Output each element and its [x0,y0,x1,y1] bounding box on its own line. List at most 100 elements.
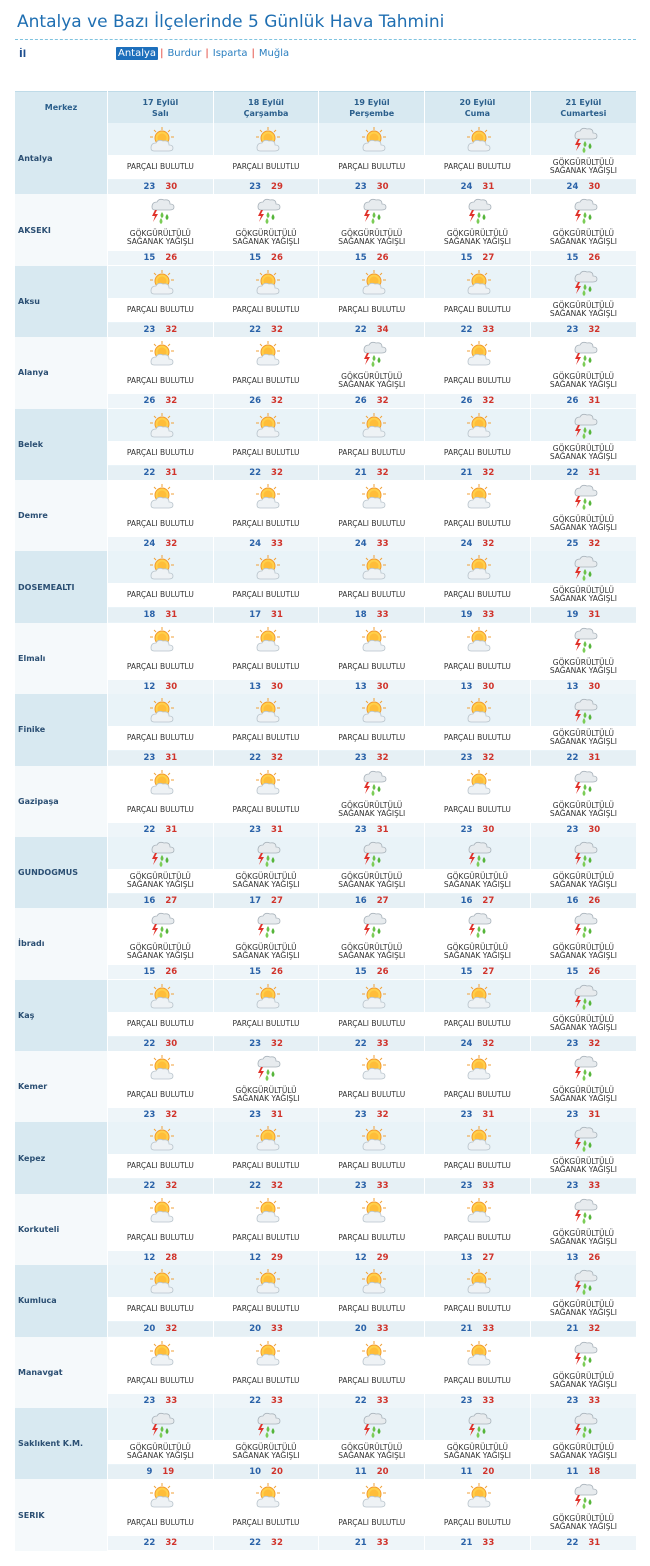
forecast-cell: PARÇALI BULUTLU 26 32 [213,337,320,409]
forecast-cell-content: PARÇALI BULUTLU 24 32 [425,980,530,1051]
temperature-range: 26 32 [319,394,425,409]
condition-band: PARÇALI BULUTLU [425,440,530,465]
city-name[interactable]: GUNDOGMUS [15,836,108,909]
condition-line: GÖKGÜRÜLTÜLÜ [552,514,614,524]
province-link-antalya[interactable]: Antalya [116,47,159,60]
condition-text: GÖKGÜRÜLTÜLÜ SAĞANAK YAĞIŞLI [127,1444,194,1460]
city-name[interactable]: Kaş [15,979,108,1052]
temperature-range: 22 32 [213,465,319,480]
temperature-range: 22 33 [425,322,530,337]
province-link-isparta[interactable]: Isparta [212,48,248,59]
condition-line: PARÇALI BULUTLU [232,1304,300,1314]
condition-text: PARÇALI BULUTLU [127,448,194,457]
condition-band: PARÇALI BULUTLU [425,654,530,679]
forecast-cell: GÖKGÜRÜLTÜLÜ SAĞANAK YAĞIŞLI 15 26 [318,908,426,980]
condition-line: GÖKGÜRÜLTÜLÜ [552,1371,614,1381]
condition-band: PARÇALI BULUTLU [425,726,530,751]
temperature-range: 23 32 [530,1036,636,1051]
thunder-shower-icon [531,1411,636,1439]
city-name[interactable]: Alanya [15,337,108,409]
temperature-range: 24 32 [425,1036,530,1051]
province-link-burdur[interactable]: Burdur [167,48,202,59]
city-name[interactable]: Saklıkent K.M. [15,1408,108,1480]
city-name[interactable]: Belek [15,408,108,480]
temperature-range: 24 30 [530,180,636,194]
condition-text: PARÇALI BULUTLU [127,1162,194,1170]
city-name[interactable]: Demre [15,479,108,552]
condition-text: GÖKGÜRÜLTÜLÜ SAĞANAK YAĞIŞLI [550,1515,617,1531]
max-temperature: 33 [376,1038,389,1049]
min-temperature: 23 [354,1181,367,1192]
min-temperature: 17 [249,610,262,621]
condition-band: PARÇALI BULUTLU [213,511,319,536]
condition-text: GÖKGÜRÜLTÜLÜ SAĞANAK YAĞIŞLI [550,444,617,461]
city-name[interactable]: Aksu [15,265,108,338]
max-temperature: 32 [165,538,178,549]
city-name[interactable]: Antalya [15,123,108,195]
max-temperature: 18 [588,1467,601,1478]
min-temperature: 23 [249,824,262,835]
temperature-range: 23 31 [108,751,213,766]
thunder-shower-icon [319,1411,424,1439]
city-name[interactable]: Korkuteli [15,1193,108,1266]
forecast-cell-content: GÖKGÜRÜLTÜLÜ SAĞANAK YAĞIŞLI 15 26 [108,908,213,980]
condition-line: PARÇALI BULUTLU [126,518,194,528]
condition-line: PARÇALI BULUTLU [338,733,406,743]
partly-cloudy-icon [214,1268,319,1296]
table-row: Gazipaşa PARÇALI BULUTLU 22 31 PARÇALI BULUT… [15,765,636,837]
forecast-cell-content: GÖKGÜRÜLTÜLÜ SAĞANAK YAĞIŞLI 16 27 [425,837,530,908]
max-temperature: 32 [271,1038,283,1049]
city-name[interactable]: Kumluca [15,1265,108,1337]
province-separator: | [160,48,164,59]
max-temperature: 33 [271,1395,283,1406]
city-name[interactable]: İbradı [15,908,108,980]
province-link-mugla[interactable]: Muğla [258,48,290,59]
city-name[interactable]: Kemer [15,1051,108,1123]
forecast-cell: PARÇALI BULUTLU 22 32 [213,265,320,338]
city-name[interactable]: SERIK [15,1479,108,1551]
condition-line: PARÇALI BULUTLU [126,1304,194,1314]
thunder-shower-icon [531,340,636,368]
temperature-range: 9 19 [108,1465,213,1480]
condition-band: PARÇALI BULUTLU [213,797,319,822]
city-name[interactable]: DOSEMEALTI [15,551,108,623]
condition-line: SAĞANAK YAĞIŞLI [549,737,617,747]
temperature-range: 23 33 [530,1179,636,1194]
temperature-range: 16 27 [425,893,530,908]
condition-line: PARÇALI BULUTLU [126,1018,194,1028]
forecast-cell-content: PARÇALI BULUTLU 21 33 [425,1265,530,1337]
condition-line: PARÇALI BULUTLU [126,162,194,171]
forecast-cell-content: GÖKGÜRÜLTÜLÜ SAĞANAK YAĞIŞLI 26 32 [319,337,425,409]
max-temperature: 27 [271,895,283,906]
condition-band: GÖKGÜRÜLTÜLÜ SAĞANAK YAĞIŞLI [213,940,319,965]
forecast-cell-content: GÖKGÜRÜLTÜLÜ SAĞANAK YAĞIŞLI 22 31 [530,694,636,766]
condition-line: PARÇALI BULUTLU [232,1518,300,1528]
condition-band: GÖKGÜRÜLTÜLÜ SAĞANAK YAĞIŞLI [108,226,213,251]
condition-line: PARÇALI BULUTLU [126,1232,194,1242]
min-temperature: 23 [566,1038,579,1049]
condition-line: SAĞANAK YAĞIŞLI [549,665,617,675]
condition-text: GÖKGÜRÜLTÜLÜ SAĞANAK YAĞIŞLI [550,587,617,603]
condition-text: GÖKGÜRÜLTÜLÜ SAĞANAK YAĞIŞLI [127,872,194,889]
temperature-range: 23 32 [319,751,425,766]
max-temperature: 31 [165,753,178,764]
city-name[interactable]: Manavgat [15,1336,108,1409]
condition-line: PARÇALI BULUTLU [232,304,300,314]
min-temperature: 12 [354,1252,367,1263]
temperature-range: 23 30 [319,180,425,194]
city-name[interactable]: Elmalı [15,622,108,695]
partly-cloudy-icon [319,1197,424,1225]
min-temperature: 23 [354,753,367,764]
city-name[interactable]: Kepez [15,1122,108,1194]
temperature-range: 23 33 [319,1179,425,1194]
forecast-cell: PARÇALI BULUTLU 22 33 [424,265,531,338]
condition-line: SAĞANAK YAĞIŞLI [443,237,511,247]
condition-text: PARÇALI BULUTLU [233,1519,300,1527]
city-name[interactable]: Gazipaşa [15,765,108,837]
forecast-cell: PARÇALI BULUTLU 22 32 [213,1479,320,1551]
city-name[interactable]: AKSEKI [15,194,108,266]
city-name[interactable]: Finike [15,694,108,766]
forecast-cell-content: GÖKGÜRÜLTÜLÜ SAĞANAK YAĞIŞLI 15 26 [530,194,636,266]
forecast-cell: GÖKGÜRÜLTÜLÜ SAĞANAK YAĞIŞLI 15 26 [530,908,636,980]
temperature-range: 16 26 [530,893,636,908]
